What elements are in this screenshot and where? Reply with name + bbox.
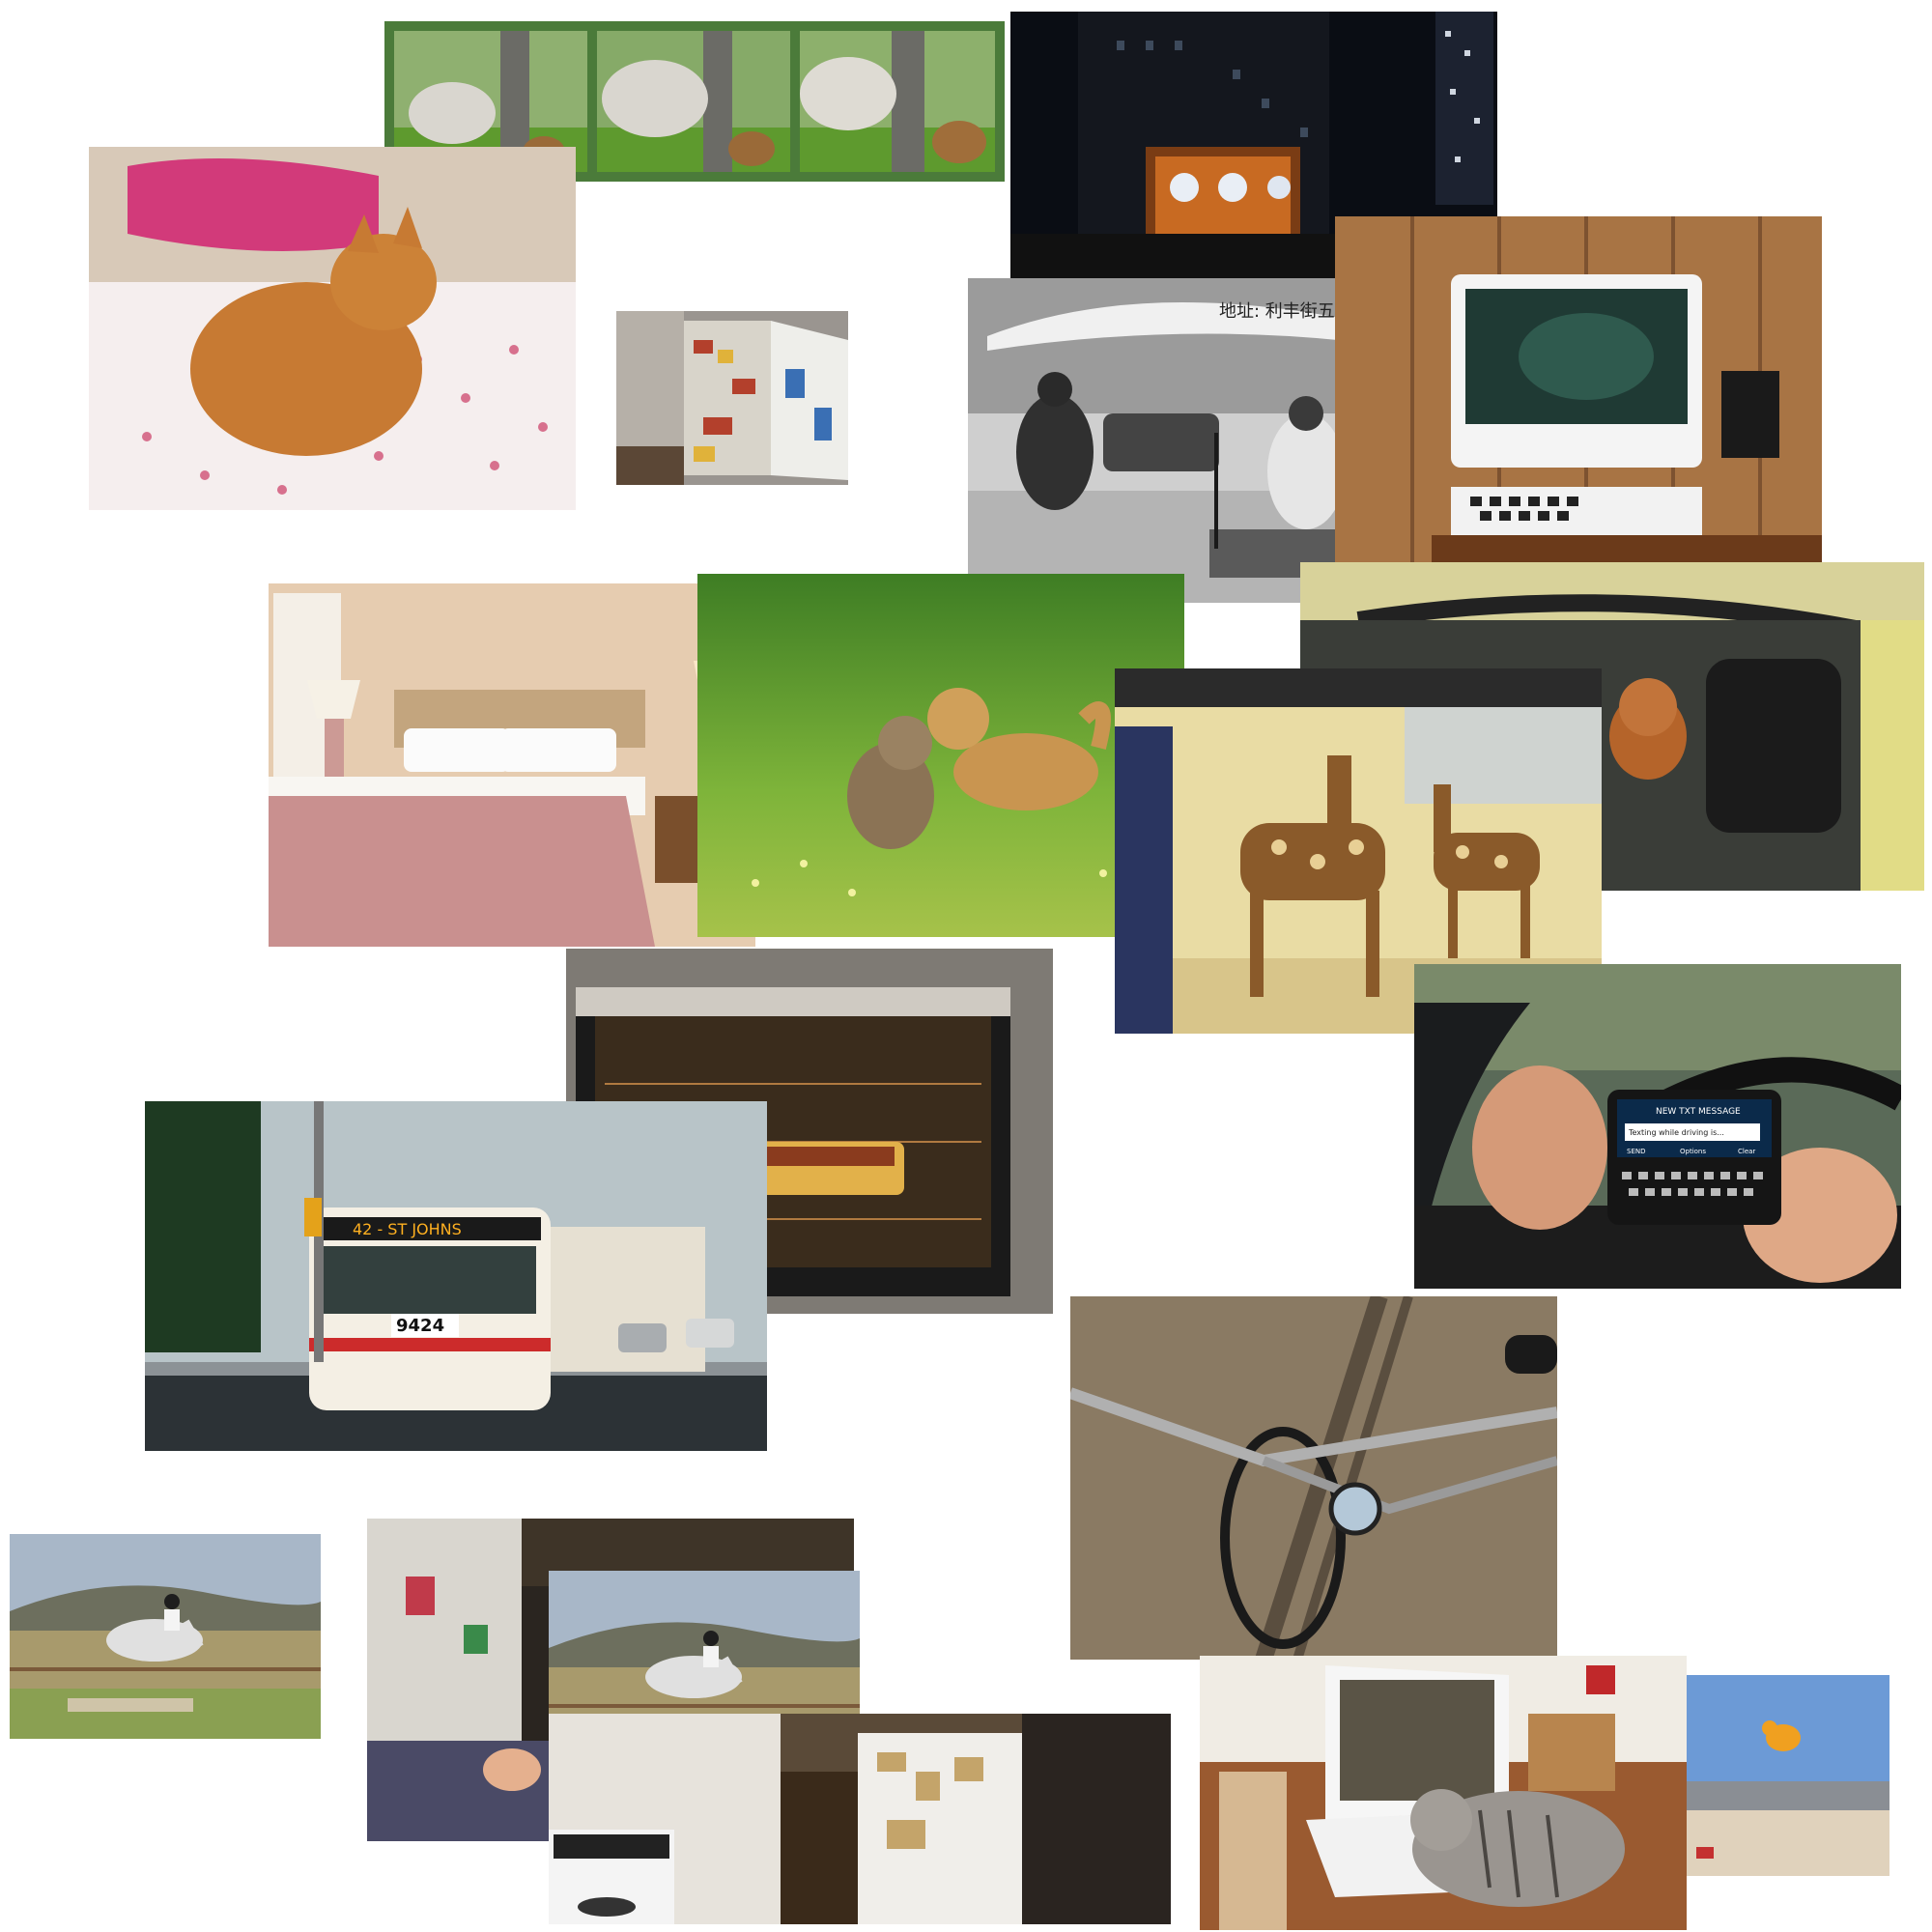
phone-button-clear: Clear [1738, 1148, 1755, 1155]
photo-city-bus: 42 - ST JOHNS 9424 [145, 1101, 767, 1451]
photo-imac-desk [1335, 216, 1822, 582]
photo-hotel-bedroom [269, 583, 755, 947]
phone-header: NEW TXT MESSAGE [1656, 1107, 1741, 1117]
photo-bicycle-on-ground [1070, 1296, 1557, 1660]
photo-texting-while-driving: NEW TXT MESSAGE Texting while driving is… [1414, 964, 1901, 1289]
photo-sheep-and-cat-triptych [384, 21, 1005, 182]
photo-orange-cat-on-bed [89, 147, 576, 510]
bus-destination-sign: 42 - ST JOHNS [353, 1220, 462, 1238]
phone-button-send: SEND [1627, 1148, 1646, 1155]
phone-message: Texting while driving is... [1628, 1128, 1724, 1137]
bus-number: 9424 [396, 1316, 444, 1336]
photo-kitchen-stove-fridge [549, 1714, 1171, 1924]
photo-open-refrigerator [616, 311, 848, 485]
photo-kite-beach [1687, 1675, 1889, 1876]
phone-button-options: Options [1680, 1148, 1706, 1155]
photo-cat-on-laptop [1200, 1656, 1687, 1930]
photo-horse-jumping-left [10, 1534, 321, 1739]
photo-kitten-and-puppy [697, 574, 1184, 937]
